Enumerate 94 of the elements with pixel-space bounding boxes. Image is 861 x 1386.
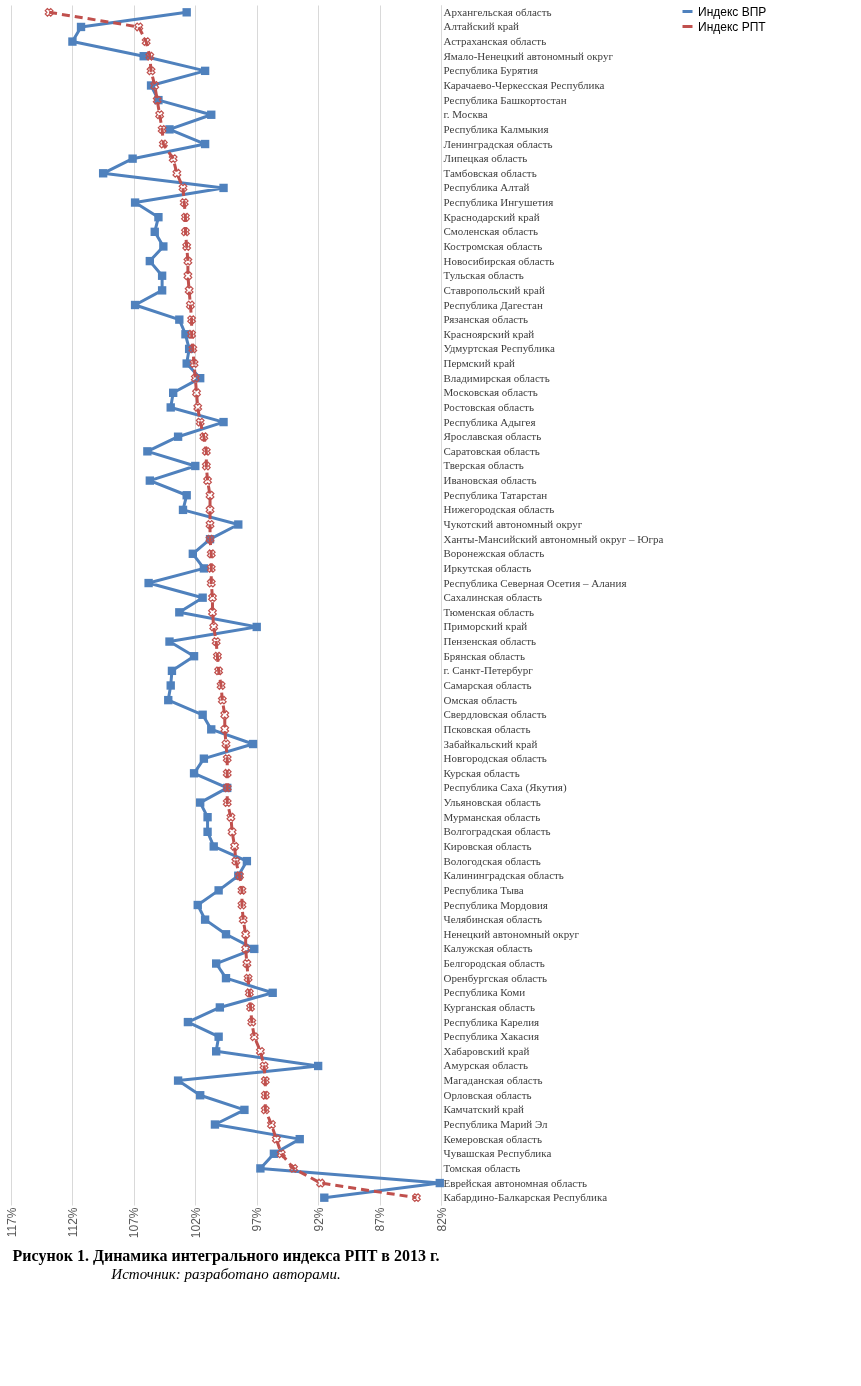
y-tick-label: Амурская область <box>443 1059 529 1072</box>
y-tick-label: Псковская область <box>443 722 531 735</box>
y-tick-label: г. Санкт-Петербург <box>443 664 534 677</box>
x-tick-label: 117% <box>4 1207 19 1238</box>
y-tick-label: Карачаево-Черкесская Республика <box>443 78 605 91</box>
y-tick-label: Республика Карелия <box>443 1015 540 1028</box>
y-tick-label: Чукотский автономный округ <box>443 518 583 531</box>
y-tick-label: Республика Саха (Якутия) <box>443 781 567 795</box>
y-tick-label: Калининградская область <box>443 869 564 882</box>
y-tick-label: Астраханская область <box>443 35 547 48</box>
y-tick-label: Ненецкий автономный округ <box>443 927 580 940</box>
y-tick-label: Пермский край <box>443 357 516 370</box>
y-tick-label: Республика Алтай <box>443 181 530 194</box>
y-tick-label: Забайкальский край <box>443 737 538 750</box>
y-tick-label: Республика Дагестан <box>443 298 543 311</box>
y-tick-label: Кемеровская область <box>443 1132 542 1145</box>
y-tick-label: Приморский край <box>443 620 528 633</box>
y-tick-label: Архангельская область <box>443 5 552 18</box>
x-tick-label: 102% <box>188 1207 203 1239</box>
y-tick-label: Ямало-Ненецкий автономный округ <box>443 49 614 62</box>
y-tick-label: Ульяновская область <box>443 796 541 809</box>
y-tick-label: Ивановская область <box>443 474 537 487</box>
y-tick-label: Пензенская область <box>443 635 536 648</box>
y-tick-label: Республика Ингушетия <box>443 196 554 209</box>
y-tick-label: Кабардино-Балкарская Республика <box>443 1191 608 1204</box>
y-tick-label: Сахалинская область <box>443 591 542 604</box>
y-tick-label: Нижегородская область <box>443 503 555 516</box>
y-tick-label: г. Москва <box>443 108 488 121</box>
y-tick-label: Курская область <box>443 766 520 779</box>
y-tick-label: Смоленская область <box>443 225 539 238</box>
y-tick-label: Ленинградская область <box>443 137 553 150</box>
y-tick-label: Томская область <box>443 1161 521 1174</box>
y-tick-label: Липецкая область <box>443 152 528 165</box>
y-tick-label: Камчатский край <box>443 1103 525 1116</box>
y-tick-label: Ханты-Мансийский автономный округ – Югра <box>443 532 664 545</box>
y-tick-label: Новгородская область <box>443 752 547 765</box>
x-tick-label: 87% <box>373 1207 388 1232</box>
y-tick-label: Республика Марий Эл <box>443 1118 549 1131</box>
y-tick-label: Московская область <box>443 386 538 399</box>
text: Источник: разработано авторами. <box>110 1265 341 1282</box>
y-tick-label: Хабаровский край <box>443 1044 530 1057</box>
x-tick-label: 92% <box>311 1207 326 1232</box>
y-tick-label: Свердловская область <box>443 708 547 721</box>
y-tick-label: Оренбургская область <box>443 971 548 984</box>
y-tick-label: Костромская область <box>443 239 543 252</box>
y-tick-label: Тюменская область <box>443 605 535 618</box>
y-tick-label: Рязанская область <box>443 313 529 326</box>
y-tick-label: Республика Мордовия <box>443 898 548 911</box>
y-tick-label: Республика Калмыкия <box>443 122 549 135</box>
y-tick-label: Чувашская Республика <box>443 1147 552 1160</box>
y-tick-label: Ставропольский край <box>443 283 545 296</box>
y-tick-label: Тульская область <box>443 269 524 282</box>
y-tick-label: Калужская область <box>443 942 533 955</box>
y-tick-label: Челябинская область <box>443 913 543 926</box>
x-tick-label: 82% <box>434 1207 449 1232</box>
y-tick-label: Магаданская область <box>443 1074 543 1087</box>
y-tick-label: Новосибирская область <box>443 254 555 267</box>
y-tick-label: Омская область <box>443 693 518 706</box>
y-tick-label: Кировская область <box>443 839 532 852</box>
y-tick-label: Краснодарский край <box>443 210 540 223</box>
y-tick-label: Самарская область <box>443 678 532 691</box>
y-tick-label: Ярославская область <box>443 430 542 443</box>
y-tick-label: Алтайский край <box>443 20 520 33</box>
y-tick-label: Тверская область <box>443 459 524 472</box>
y-tick-label: Брянская область <box>443 649 525 662</box>
y-tick-label: Республика Бурятия <box>443 64 539 77</box>
y-tick-label: Республика Башкортостан <box>443 93 567 106</box>
y-tick-label: Республика Северная Осетия – Алания <box>443 576 627 589</box>
y-tick-label: Удмуртская Республика <box>443 342 555 355</box>
x-tick-label: 97% <box>250 1207 265 1232</box>
y-tick-label: Орловская область <box>443 1088 532 1101</box>
y-tick-label: Еврейская автономная область <box>443 1176 588 1189</box>
y-tick-label: Красноярский край <box>443 327 535 340</box>
y-tick-label: Вологодская область <box>443 854 541 867</box>
y-tick-label: Тамбовская область <box>443 166 537 179</box>
y-tick-label: Республика Хакасия <box>443 1030 539 1043</box>
text: Рисунок 1. Динамика интегрального индекса РПТ в 2013 г. <box>12 1246 440 1265</box>
x-tick-label: 112% <box>65 1207 80 1238</box>
y-tick-label: Саратовская область <box>443 444 540 457</box>
legend-label: Индекс РПТ <box>698 19 767 34</box>
y-tick-label: Республика Коми <box>443 986 526 999</box>
x-tick-label: 107% <box>127 1207 142 1239</box>
y-tick-label: Белгородская область <box>443 957 545 970</box>
y-tick-label: Республика Татарстан <box>443 488 548 501</box>
y-tick-label: Волгоградская область <box>443 825 551 838</box>
y-tick-label: Ростовская область <box>443 400 534 413</box>
y-tick-label: Воронежская область <box>443 547 545 560</box>
y-tick-label: Мурманская область <box>443 810 541 823</box>
legend-label: Индекс ВПР <box>698 4 767 19</box>
y-tick-label: Республика Тыва <box>443 883 524 896</box>
y-tick-label: Иркутская область <box>443 561 532 574</box>
y-tick-label: Владимирская область <box>443 371 550 384</box>
y-tick-label: Курганская область <box>443 1000 535 1013</box>
y-tick-label: Республика Адыгея <box>443 415 536 428</box>
